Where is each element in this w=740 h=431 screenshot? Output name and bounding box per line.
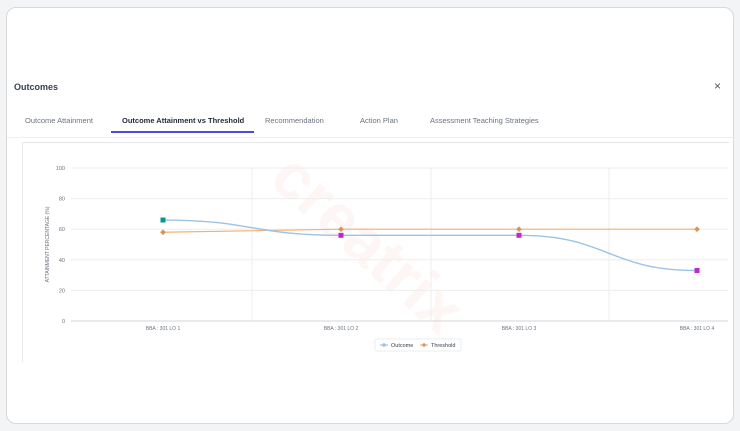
threshold-data-point (516, 226, 522, 233)
outcome-data-point (338, 232, 344, 238)
y-axis-label: ATTAINMENT PERCENTAGE (%) (45, 206, 51, 282)
y-tick-label: 100 (56, 166, 65, 172)
x-tick-label: BBA : 301 LO 1 (146, 326, 181, 332)
tab-outcome-attainment[interactable]: Outcome Attainment (25, 116, 93, 125)
outcome-data-point (694, 268, 700, 274)
active-tab-indicator (111, 131, 254, 133)
legend-box (374, 338, 462, 352)
y-tick-label: 0 (62, 319, 65, 325)
tab-assessment-teaching-strategies[interactable]: Assessment Teaching Strategies (430, 116, 539, 125)
dialog-header: Outcomes × (7, 79, 733, 104)
threshold-data-point (694, 226, 700, 233)
x-tick-label: BBA : 301 LO 4 (680, 326, 715, 332)
dialog-title: Outcomes (14, 82, 59, 92)
tab-bar: Outcome Attainment Outcome Attainment vs… (7, 110, 733, 138)
legend-outcome-marker (382, 343, 386, 347)
threshold-data-point (160, 229, 166, 236)
y-tick-label: 40 (59, 258, 65, 264)
y-tick-label: 60 (59, 227, 65, 233)
tab-recommendation[interactable]: Recommendation (265, 116, 324, 125)
tab-action-plan[interactable]: Action Plan (360, 116, 398, 125)
outcome-data-point (160, 217, 166, 223)
y-tick-label: 80 (59, 197, 65, 203)
y-tick-label: 20 (59, 288, 65, 294)
threshold-series-line (162, 228, 697, 233)
chart-container: 0 20 40 60 80 100 BBA : 301 LO 1 BBA : 301 LO 2… (22, 142, 729, 362)
tab-outcome-attainment-vs-threshold[interactable]: Outcome Attainment vs Threshold (122, 116, 245, 125)
outcome-data-point (516, 232, 522, 238)
dialog: creatrix Outcomes × Outcome Attainment O… (6, 7, 734, 424)
x-tick-label: BBA : 301 LO 2 (324, 326, 359, 332)
threshold-data-point (338, 226, 344, 233)
close-icon[interactable]: × (713, 79, 721, 93)
outcome-vs-threshold-chart: 0 20 40 60 80 100 BBA : 301 LO 1 BBA : 301 LO 2… (45, 166, 728, 352)
legend-outcome-label: Outcome (391, 343, 413, 349)
outcome-series-line (162, 219, 698, 272)
legend-threshold-label: Threshold (431, 343, 455, 349)
x-tick-label: BBA : 301 LO 3 (502, 326, 537, 332)
